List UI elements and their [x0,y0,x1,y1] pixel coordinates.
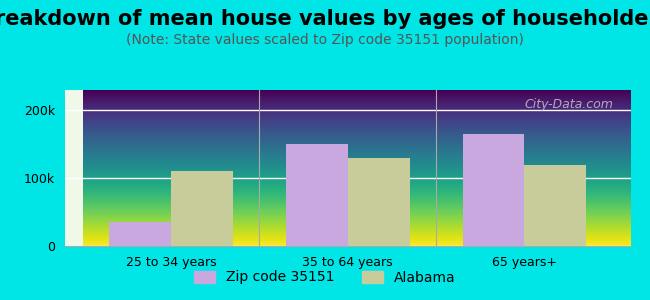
Bar [109,222,171,246]
Text: (Note: State values scaled to Zip code 35151 population): (Note: State values scaled to Zip code 3… [126,33,524,47]
Text: City-Data.com: City-Data.com [525,98,614,111]
Bar [348,158,410,246]
Bar [286,144,348,246]
Legend: Zip code 35151, Alabama: Zip code 35151, Alabama [188,265,462,290]
Bar [171,171,233,246]
Bar [525,165,586,246]
Text: Breakdown of mean house values by ages of householders: Breakdown of mean house values by ages o… [0,9,650,29]
Bar [463,134,525,246]
